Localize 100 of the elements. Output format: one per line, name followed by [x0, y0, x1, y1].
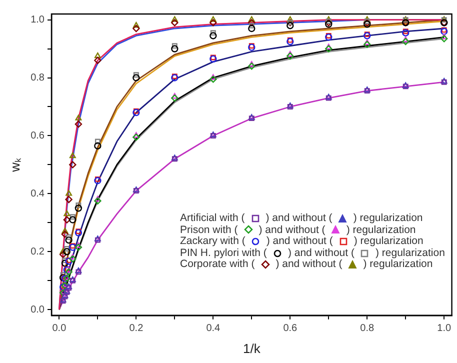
- point: [94, 56, 102, 64]
- point: [210, 30, 216, 36]
- point: [364, 32, 371, 40]
- point: [76, 269, 82, 275]
- point: [248, 22, 254, 28]
- point: [60, 248, 66, 254]
- point: [74, 120, 82, 128]
- point: [69, 216, 76, 224]
- annotation: Corporate with (: [180, 258, 255, 270]
- x-tick-label: 1.0: [437, 323, 452, 334]
- annotation: ) and without (: [276, 258, 342, 270]
- point: [64, 274, 70, 280]
- point: [69, 152, 76, 158]
- y-tick-label: 0.8: [30, 72, 45, 84]
- point: [210, 54, 216, 60]
- x-tick-label: 0.0: [52, 323, 67, 334]
- y-axis-title: wₖ: [7, 158, 22, 173]
- point: [171, 94, 178, 102]
- point: [66, 190, 72, 196]
- point: [248, 16, 255, 22]
- point: [74, 244, 82, 251]
- point: [286, 16, 294, 22]
- annotation: ) regularization: [346, 224, 416, 236]
- point: [326, 33, 332, 38]
- point: [364, 39, 370, 46]
- point: [286, 38, 294, 46]
- y-tick-label: 0.0: [30, 304, 45, 316]
- point: [132, 74, 140, 82]
- point: [133, 72, 139, 78]
- point: [132, 24, 140, 32]
- point: [64, 210, 70, 216]
- point: [286, 22, 294, 30]
- y-tick-label: 0.6: [30, 130, 45, 142]
- point: [59, 250, 67, 258]
- point: [94, 52, 101, 58]
- point: [364, 18, 370, 24]
- annotation: PIN H. pylori with (: [180, 246, 267, 259]
- point: [62, 228, 68, 234]
- point: [66, 285, 72, 291]
- point: [248, 61, 255, 67]
- y-tick-label: 0.2: [30, 246, 45, 258]
- annotation: Artificial with (: [180, 212, 245, 224]
- point: [325, 34, 332, 41]
- point: [133, 108, 139, 114]
- annotation: ) regularization: [354, 235, 424, 248]
- point: [210, 74, 216, 80]
- annotation: Zackary with (: [180, 235, 246, 248]
- point: [132, 134, 140, 141]
- point: [94, 177, 102, 184]
- point: [248, 62, 256, 70]
- annotation: ) and without (: [266, 212, 332, 224]
- point: [63, 216, 70, 224]
- point: [210, 55, 217, 63]
- point: [248, 24, 256, 32]
- point: [69, 161, 76, 168]
- point: [171, 45, 178, 52]
- annotation: ) regularization: [363, 258, 433, 270]
- annotation: Prison with (: [180, 224, 238, 236]
- annotation: ) and without (: [258, 224, 326, 236]
- point: [65, 268, 72, 276]
- annotation: ) regularization: [375, 246, 445, 259]
- annotation: ) regularization: [353, 212, 423, 224]
- point: [402, 38, 410, 46]
- point: [94, 142, 102, 150]
- y-tick-label: 0.4: [30, 188, 45, 200]
- point: [61, 230, 69, 238]
- annotation: ) and without (: [288, 246, 354, 259]
- point: [171, 92, 178, 99]
- point: [65, 196, 72, 204]
- point: [94, 176, 100, 182]
- point: [210, 16, 216, 22]
- x-tick-label: 0.6: [283, 323, 298, 334]
- point: [325, 45, 332, 52]
- point: [171, 16, 178, 22]
- x-axis-title: 1/k: [242, 340, 261, 356]
- point: [63, 248, 70, 256]
- point: [402, 36, 409, 42]
- point: [69, 255, 76, 262]
- point: [66, 266, 72, 273]
- point: [132, 22, 140, 28]
- point: [210, 32, 217, 40]
- point: [326, 18, 332, 24]
- point: [287, 37, 293, 43]
- point: [286, 50, 294, 57]
- point: [74, 204, 82, 212]
- y-tick-label: 1.0: [30, 14, 45, 26]
- x-tick-label: 0.2: [129, 323, 144, 334]
- point: [76, 202, 82, 208]
- point: [132, 132, 140, 138]
- x-tick-label: 0.8: [360, 323, 375, 334]
- point: [75, 242, 82, 248]
- point: [132, 108, 140, 116]
- point: [210, 19, 217, 26]
- point: [172, 43, 178, 49]
- point: [75, 114, 82, 120]
- point: [286, 52, 294, 60]
- point: [171, 19, 178, 26]
- point: [440, 35, 448, 42]
- point: [94, 138, 100, 144]
- point: [69, 254, 76, 260]
